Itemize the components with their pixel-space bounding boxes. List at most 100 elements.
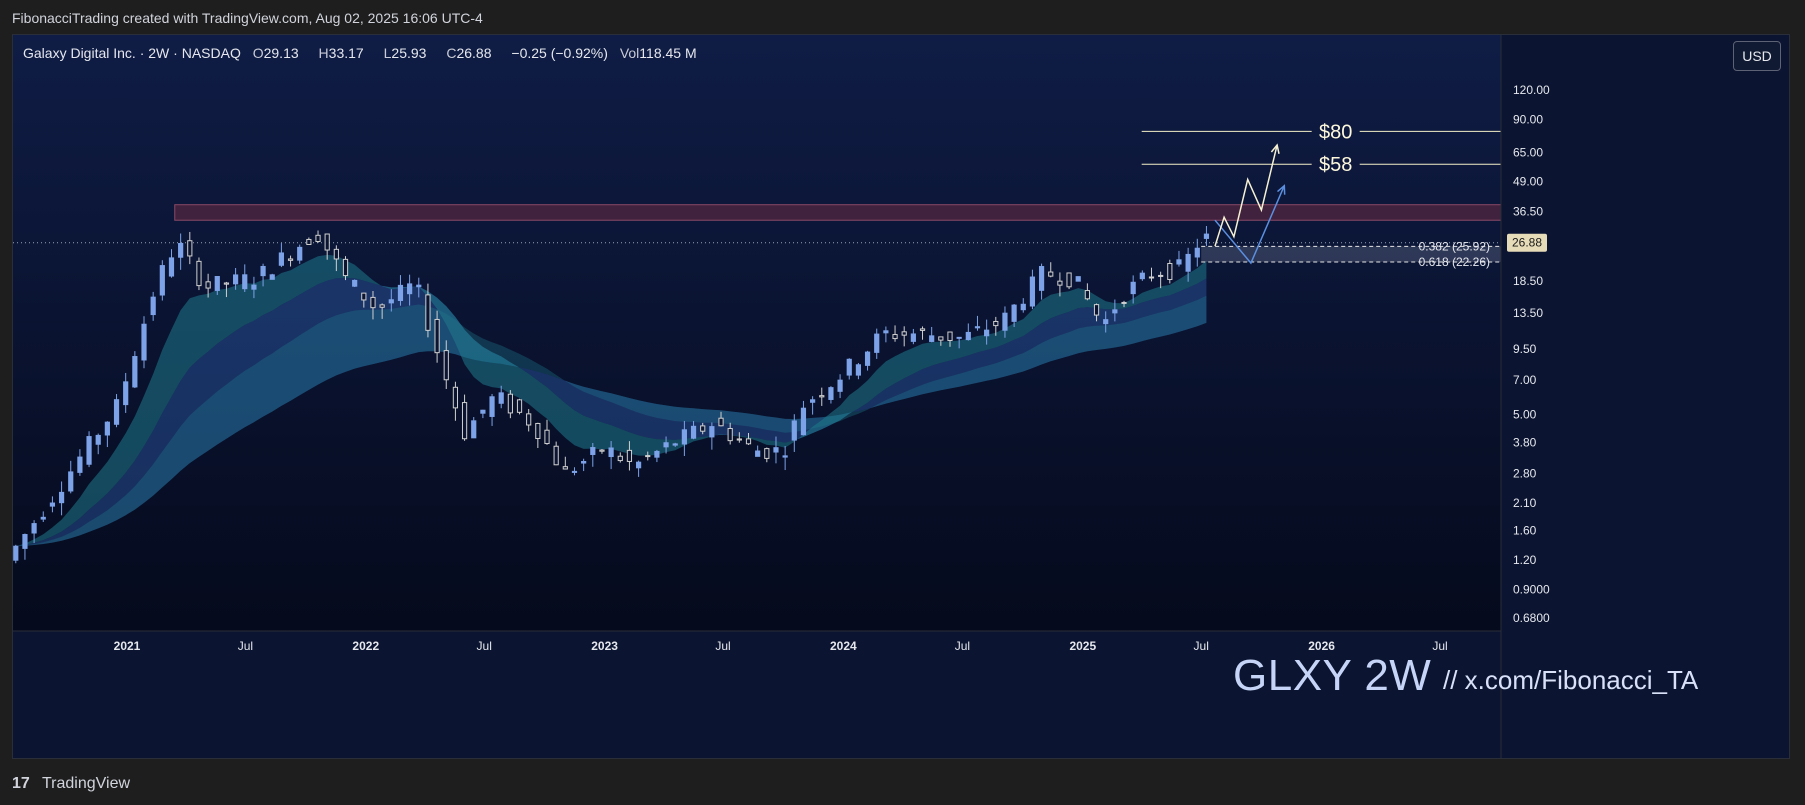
candle-body bbox=[287, 258, 294, 261]
candle-body bbox=[965, 331, 971, 341]
plot-background bbox=[13, 35, 1501, 631]
y-tick-label: 1.20 bbox=[1513, 553, 1537, 567]
candle-body bbox=[306, 238, 312, 245]
symbol-label[interactable]: Galaxy Digital Inc. · 2W · NASDAQ bbox=[23, 45, 241, 61]
y-tick-label: 2.10 bbox=[1513, 496, 1537, 510]
tradingview-logo-icon[interactable]: 17 bbox=[12, 775, 30, 792]
candle-body bbox=[1093, 304, 1100, 316]
candle-body bbox=[663, 442, 669, 448]
close-value: C26.88 bbox=[446, 45, 492, 61]
candle-body bbox=[635, 461, 642, 469]
candle-body bbox=[361, 292, 367, 301]
y-tick-label: 49.00 bbox=[1513, 174, 1543, 188]
candle-body bbox=[471, 420, 477, 439]
x-tick-label: Jul bbox=[1194, 639, 1209, 653]
candle-body bbox=[1203, 233, 1210, 239]
candle-body bbox=[846, 358, 852, 376]
candle-body bbox=[1130, 281, 1136, 295]
projection-path-blue bbox=[1214, 185, 1285, 265]
candle-body bbox=[956, 336, 962, 339]
candle-body bbox=[709, 426, 715, 438]
candle-body bbox=[1084, 290, 1090, 300]
candle-body bbox=[260, 265, 266, 277]
candle-body bbox=[1148, 276, 1155, 279]
candle-body bbox=[681, 429, 687, 445]
x-tick-label: Jul bbox=[477, 639, 492, 653]
candle-body bbox=[974, 326, 981, 329]
chart-pane[interactable]: 0.382 (25.92) 0.618 (22.26) $80 $58 120.00 90… bbox=[12, 34, 1790, 759]
resistance-zone bbox=[174, 204, 1502, 221]
candle-body bbox=[205, 281, 211, 289]
x-tick-label: 2023 bbox=[591, 639, 618, 653]
price-chart[interactable]: 0.382 (25.92) 0.618 (22.26) $80 $58 120.00 90… bbox=[13, 35, 1789, 758]
candle-body bbox=[654, 450, 660, 458]
candle-body bbox=[324, 233, 330, 251]
candle-body bbox=[1057, 280, 1063, 286]
candle-body bbox=[535, 422, 541, 439]
x-tick-label: Jul bbox=[238, 639, 253, 653]
candle-body bbox=[727, 428, 733, 442]
candle-body bbox=[1176, 259, 1182, 265]
currency-button[interactable]: USD bbox=[1733, 41, 1781, 71]
y-tick-label: 5.00 bbox=[1513, 407, 1537, 421]
attribution-bar: FibonacciTrading created with TradingVie… bbox=[0, 0, 1805, 36]
candle-body bbox=[397, 284, 404, 301]
candle-body bbox=[278, 252, 284, 266]
candle-body bbox=[113, 399, 120, 425]
candle-body bbox=[1038, 266, 1045, 291]
candle-body bbox=[690, 425, 697, 439]
candle-body bbox=[782, 455, 788, 458]
candle-body bbox=[242, 274, 248, 290]
candle-body bbox=[828, 387, 834, 400]
candle-body bbox=[342, 258, 349, 277]
y-tick-label: 0.9000 bbox=[1513, 582, 1550, 596]
candle-body bbox=[837, 379, 843, 392]
candle-body bbox=[49, 502, 56, 507]
y-tick-label: 90.00 bbox=[1513, 112, 1543, 126]
y-tick-label: 120.00 bbox=[1513, 83, 1550, 97]
y-tick-label: 1.60 bbox=[1513, 524, 1537, 538]
ohlc-legend: Galaxy Digital Inc. · 2W · NASDAQ O29.13… bbox=[23, 45, 713, 61]
x-tick-label: 2024 bbox=[830, 639, 857, 653]
trend-ma-ribbon bbox=[15, 295, 1207, 547]
candle-body bbox=[562, 466, 568, 470]
fib-level-label: 0.382 (25.92) bbox=[1419, 239, 1490, 253]
candle-body bbox=[773, 447, 779, 453]
candle-body bbox=[214, 276, 220, 291]
fib-zone bbox=[1201, 246, 1501, 262]
candle-body bbox=[810, 399, 816, 403]
candle-body bbox=[1158, 274, 1164, 277]
candle-body bbox=[516, 399, 523, 413]
x-tick-label: 2022 bbox=[352, 639, 379, 653]
candle-body bbox=[883, 330, 889, 334]
projection-path-white bbox=[1214, 144, 1278, 247]
change-value: −0.25 (−0.92%) bbox=[511, 45, 608, 61]
footer-brand[interactable]: TradingView bbox=[42, 775, 131, 792]
candle-body bbox=[672, 443, 678, 446]
candle-body bbox=[553, 445, 559, 466]
candle-body bbox=[269, 274, 275, 280]
candle-body bbox=[22, 534, 28, 549]
candle-body bbox=[315, 234, 321, 243]
y-tick-label: 13.50 bbox=[1513, 306, 1543, 320]
open-value: O29.13 bbox=[252, 45, 299, 61]
candle-body bbox=[68, 471, 74, 492]
candle-body bbox=[379, 304, 385, 308]
candle-body bbox=[1139, 272, 1145, 280]
y-tick-label: 7.00 bbox=[1513, 373, 1537, 387]
candle-body bbox=[58, 491, 65, 504]
candle-body bbox=[919, 328, 926, 331]
x-tick-label: 2026 bbox=[1308, 639, 1335, 653]
candle-body bbox=[178, 242, 184, 258]
candle-body bbox=[864, 351, 871, 366]
candle-body bbox=[425, 294, 431, 331]
candle-body bbox=[590, 447, 596, 455]
y-tick-label: 18.50 bbox=[1513, 274, 1543, 288]
target-label: $80 bbox=[1319, 121, 1352, 143]
fib-level-label: 0.618 (22.26) bbox=[1419, 255, 1490, 269]
volume-value: Vol118.45 M bbox=[619, 45, 697, 61]
ticker-watermark: GLXY 2W bbox=[1233, 651, 1432, 700]
candle-body bbox=[608, 447, 614, 458]
candle-body bbox=[718, 417, 724, 427]
candle-body bbox=[132, 356, 138, 388]
